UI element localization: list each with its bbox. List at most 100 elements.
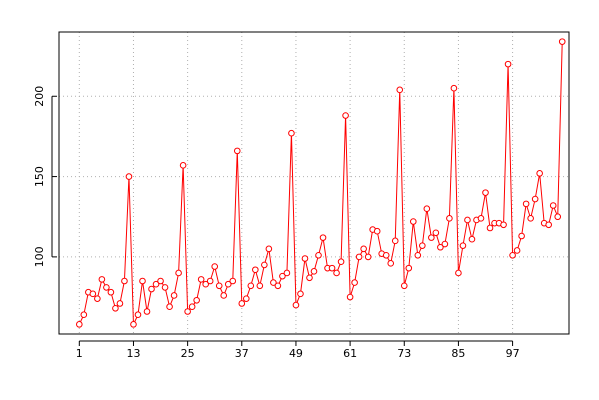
data-point bbox=[270, 279, 277, 286]
data-point bbox=[387, 260, 395, 267]
x-tick-label: 13 bbox=[126, 347, 140, 360]
data-point bbox=[423, 205, 431, 212]
data-point bbox=[202, 280, 209, 288]
data-point bbox=[450, 84, 458, 92]
data-point bbox=[328, 264, 336, 272]
x-tick-label: 37 bbox=[235, 347, 249, 360]
data-point bbox=[319, 234, 327, 241]
data-point bbox=[355, 253, 363, 261]
data-point bbox=[170, 292, 178, 299]
data-point bbox=[274, 282, 282, 290]
data-point bbox=[157, 277, 164, 285]
data-point bbox=[297, 290, 304, 298]
x-tick-label: 61 bbox=[343, 347, 357, 360]
data-point bbox=[333, 269, 340, 277]
data-point bbox=[121, 277, 128, 285]
data-point bbox=[125, 173, 133, 180]
data-point bbox=[500, 221, 507, 229]
data-point bbox=[193, 296, 200, 304]
data-point bbox=[148, 285, 155, 293]
data-point bbox=[184, 308, 191, 315]
data-point bbox=[558, 38, 566, 45]
y-tick-label: 100 bbox=[33, 246, 46, 267]
data-point bbox=[292, 301, 300, 309]
plot-area-border bbox=[58, 31, 570, 335]
data-point bbox=[166, 303, 173, 310]
data-point bbox=[197, 276, 205, 283]
data-point bbox=[437, 243, 444, 251]
data-point bbox=[116, 300, 124, 307]
data-point bbox=[261, 261, 268, 269]
data-point bbox=[346, 293, 354, 301]
data-point bbox=[409, 218, 417, 225]
data-point bbox=[509, 251, 516, 259]
data-point bbox=[419, 242, 426, 249]
data-point bbox=[252, 266, 259, 274]
data-point bbox=[306, 274, 313, 282]
data-point bbox=[446, 215, 453, 222]
data-point bbox=[256, 282, 264, 290]
data-point bbox=[400, 282, 408, 290]
data-point bbox=[391, 237, 399, 245]
data-point bbox=[342, 112, 349, 119]
data-point bbox=[76, 321, 83, 328]
data-point bbox=[459, 242, 467, 249]
data-point bbox=[89, 290, 97, 298]
data-point bbox=[211, 263, 219, 270]
data-point bbox=[130, 321, 137, 328]
data-point bbox=[455, 269, 462, 277]
y-axis: 100 150 200 bbox=[33, 86, 57, 267]
data-point bbox=[414, 251, 422, 259]
x-axis: 1 13 25 37 49 61 73 85 97 bbox=[76, 340, 520, 360]
data-point bbox=[464, 216, 471, 224]
data-point bbox=[139, 277, 146, 285]
data-point bbox=[549, 202, 557, 209]
data-point bbox=[477, 215, 485, 222]
data-point bbox=[80, 311, 88, 319]
data-point bbox=[382, 251, 390, 259]
data-point bbox=[188, 303, 196, 310]
data-point bbox=[504, 60, 512, 68]
data-point bbox=[486, 224, 494, 232]
data-point bbox=[175, 269, 182, 277]
data-point bbox=[265, 245, 273, 253]
data-point bbox=[468, 235, 476, 243]
data-point bbox=[143, 308, 151, 315]
data-point bbox=[220, 292, 228, 299]
data-point bbox=[243, 295, 250, 302]
data-point bbox=[360, 245, 367, 253]
data-point bbox=[482, 189, 489, 196]
data-point bbox=[536, 170, 543, 177]
series-line bbox=[78, 41, 563, 325]
data-point bbox=[396, 86, 404, 94]
data-point bbox=[152, 280, 160, 288]
data-point bbox=[364, 253, 372, 261]
x-tick-label: 73 bbox=[397, 347, 411, 360]
data-point bbox=[279, 272, 286, 280]
y-tick-label: 150 bbox=[33, 166, 46, 187]
data-point bbox=[224, 280, 232, 288]
data-point bbox=[513, 247, 521, 254]
data-point bbox=[247, 282, 255, 290]
data-point bbox=[301, 255, 309, 262]
data-point bbox=[351, 279, 358, 286]
data-point bbox=[441, 240, 449, 248]
data-point bbox=[112, 305, 119, 312]
data-point bbox=[179, 162, 187, 169]
data-point bbox=[238, 300, 246, 307]
data-point bbox=[229, 277, 237, 285]
data-points bbox=[76, 38, 566, 328]
data-point bbox=[233, 147, 241, 155]
data-point bbox=[428, 234, 435, 241]
y-tick-label: 200 bbox=[33, 86, 46, 107]
x-tick-label: 97 bbox=[506, 347, 520, 360]
data-point bbox=[98, 276, 106, 283]
data-point bbox=[527, 215, 534, 222]
data-point bbox=[310, 268, 318, 275]
data-point bbox=[107, 288, 115, 296]
data-point bbox=[283, 269, 291, 277]
x-tick-label: 1 bbox=[76, 347, 83, 360]
data-point bbox=[373, 227, 381, 235]
x-tick-label: 49 bbox=[289, 347, 303, 360]
